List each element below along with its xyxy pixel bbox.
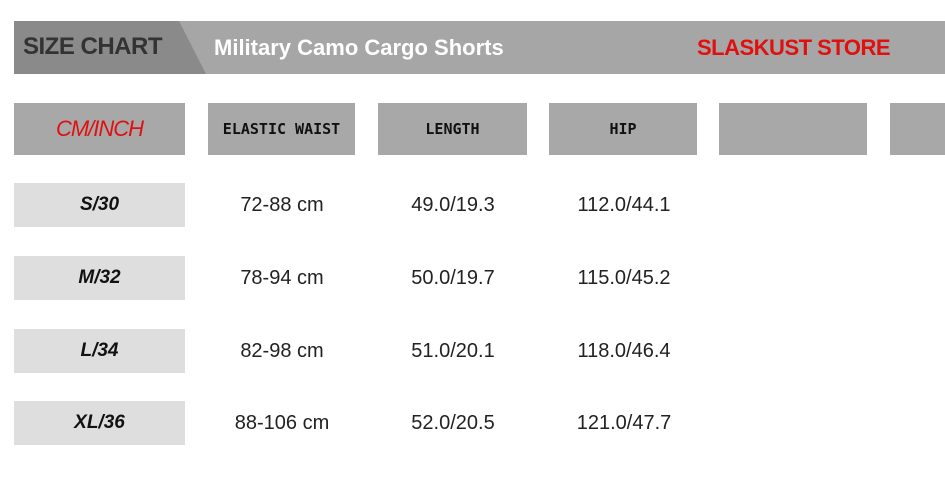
waist-value: 78-94 cm [240, 266, 324, 289]
hip-value: 121.0/47.7 [576, 411, 672, 434]
size-label: XL/36 [14, 401, 185, 445]
header-empty [890, 103, 945, 155]
length-value: 50.0/19.7 [411, 266, 495, 289]
product-name: Military Camo Cargo Shorts [214, 35, 504, 60]
length-value: 49.0/19.3 [411, 193, 495, 216]
header-empty [719, 103, 867, 155]
length-value: 51.0/20.1 [411, 339, 495, 362]
hip-value: 112.0/44.1 [577, 193, 671, 216]
header-unit: CM/INCH [14, 103, 185, 155]
size-label: S/30 [14, 183, 185, 227]
hip-value: 115.0/45.2 [577, 266, 671, 289]
banner-title-tab [14, 21, 206, 74]
waist-value: 72-88 cm [240, 193, 324, 216]
header-waist: ELASTIC WAIST [208, 103, 355, 155]
header-length: LENGTH [378, 103, 527, 155]
store-name: SLASKUST STORE [697, 35, 891, 60]
waist-value: 88-106 cm [234, 411, 330, 434]
hip-value: 118.0/46.4 [577, 339, 671, 362]
waist-value: 82-98 cm [240, 339, 324, 362]
length-value: 52.0/20.5 [411, 411, 495, 434]
banner-title: SIZE CHART [23, 33, 163, 60]
size-label: M/32 [14, 256, 185, 300]
size-chart-banner: SIZE CHART Military Camo Cargo Shorts SL… [14, 21, 945, 74]
size-label: L/34 [14, 329, 185, 373]
header-hip: HIP [549, 103, 697, 155]
